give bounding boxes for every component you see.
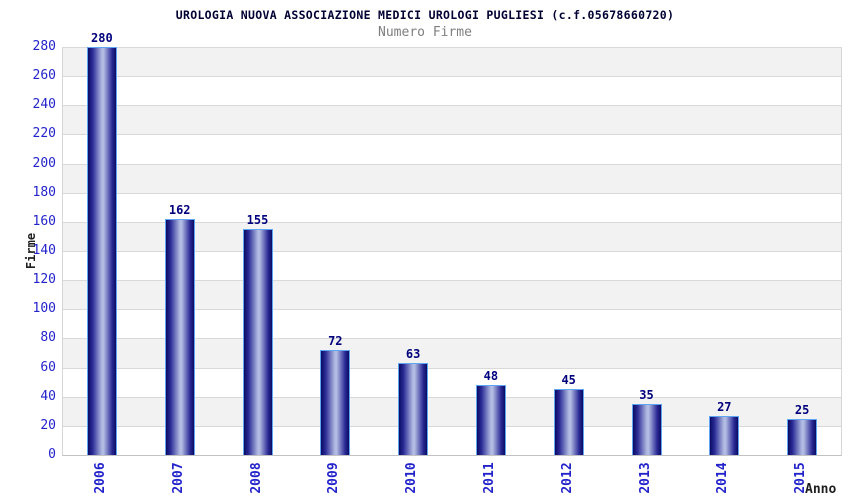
grid-line xyxy=(63,425,841,427)
y-tick-label: 80 xyxy=(40,330,56,346)
grid-line xyxy=(63,309,841,311)
grid-line xyxy=(63,251,841,252)
bar-2011 xyxy=(475,385,506,455)
plot-band xyxy=(63,192,841,222)
bar-value-label: 155 xyxy=(246,213,269,228)
bar-value-label: 280 xyxy=(91,31,113,45)
x-tick-label: 2011 xyxy=(481,462,497,494)
grid-line xyxy=(63,163,841,165)
grid-line xyxy=(63,338,841,340)
y-tick-label: 140 xyxy=(32,243,56,258)
bar-value-label: 25 xyxy=(794,402,810,417)
bar-2012 xyxy=(553,389,584,455)
grid-line xyxy=(63,367,841,369)
bar-value-label: 35 xyxy=(639,388,654,402)
x-axis-title: Anno xyxy=(805,482,837,497)
bar-2007 xyxy=(164,218,195,455)
bar-value-label: 162 xyxy=(168,202,191,217)
plot-band xyxy=(63,47,841,77)
bar-2010 xyxy=(398,363,429,455)
y-tick-label: 120 xyxy=(32,272,56,288)
bar-value-label: 27 xyxy=(717,399,732,414)
x-tick-label: 2009 xyxy=(326,462,342,494)
bar-2008 xyxy=(242,229,273,455)
x-tick-label: 2013 xyxy=(637,462,653,494)
grid-line xyxy=(63,105,841,107)
bar-value-label: 72 xyxy=(328,334,343,349)
y-tick-label: 20 xyxy=(40,417,56,433)
grid-line xyxy=(63,192,841,194)
grid-line xyxy=(63,47,841,48)
y-tick-label: 180 xyxy=(32,184,56,200)
bar-2014 xyxy=(709,415,740,455)
grid-line xyxy=(63,134,841,136)
x-tick-label: 2007 xyxy=(170,462,186,494)
y-tick-label: 220 xyxy=(32,126,56,142)
bar-value-label: 48 xyxy=(483,369,499,384)
y-tick-label: 240 xyxy=(32,97,56,113)
plot-band xyxy=(63,134,841,164)
plot-area: 280 162 155 72 63 48 45 35 27 25 xyxy=(62,31,842,456)
bar-2015 xyxy=(787,418,818,455)
chart-subtitle: Numero Firme xyxy=(378,25,472,40)
bar-value-label: 45 xyxy=(561,373,576,388)
y-tick-label: 40 xyxy=(40,388,56,404)
grid-line xyxy=(63,280,841,282)
y-tick-label: 200 xyxy=(32,155,56,171)
y-tick-label: 60 xyxy=(40,359,56,375)
y-tick-label: 100 xyxy=(32,301,56,317)
bar-2013 xyxy=(631,404,662,455)
y-tick-label: 160 xyxy=(32,213,56,229)
x-tick-label: 2014 xyxy=(715,462,731,494)
bar-2009 xyxy=(320,350,351,455)
x-tick-label: 2006 xyxy=(92,462,108,494)
plot-band xyxy=(63,76,841,106)
grid-line xyxy=(63,76,841,78)
y-axis-title: Firme xyxy=(24,232,38,270)
x-tick-label: 2010 xyxy=(404,462,420,494)
x-tick-label: 2012 xyxy=(559,462,575,494)
y-tick-label: 0 xyxy=(48,447,56,462)
chart-title: UROLOGIA NUOVA ASSOCIAZIONE MEDICI UROLO… xyxy=(175,8,675,22)
y-tick-label: 280 xyxy=(32,39,56,54)
plot-band xyxy=(63,163,841,193)
grid-line xyxy=(63,221,841,223)
bar-2006 xyxy=(86,47,117,455)
x-tick-label: 2008 xyxy=(248,462,264,494)
grid-line xyxy=(63,396,841,398)
y-tick-label: 260 xyxy=(32,68,56,84)
bar-value-label: 63 xyxy=(405,347,421,362)
plot-band xyxy=(63,105,841,135)
